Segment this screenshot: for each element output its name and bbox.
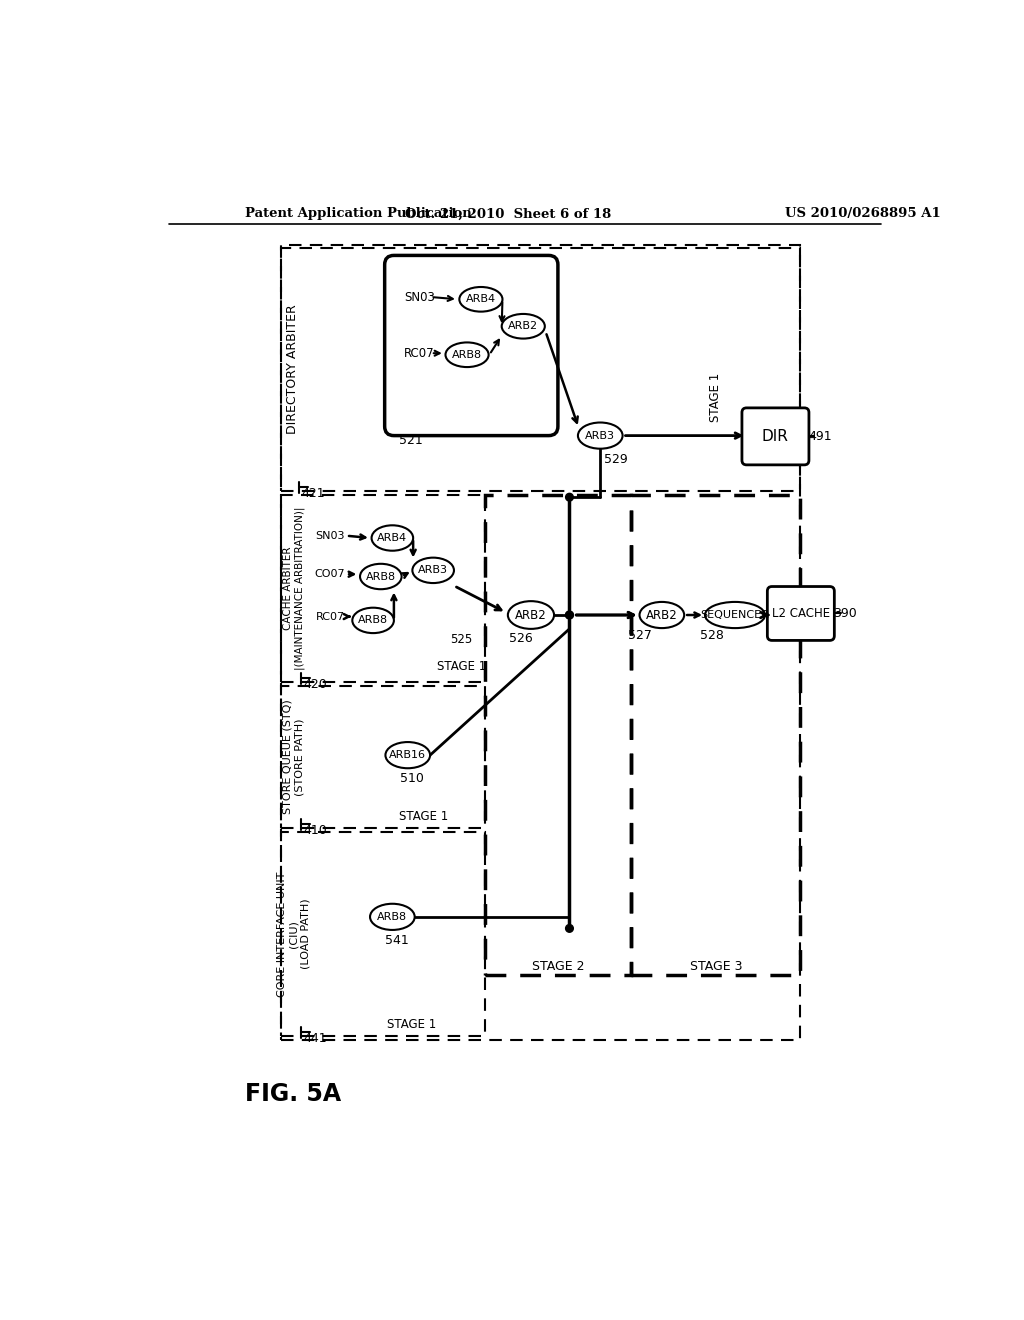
Ellipse shape (640, 602, 684, 628)
Text: ARB4: ARB4 (466, 294, 496, 305)
Text: 421: 421 (301, 487, 326, 500)
Text: ARB16: ARB16 (389, 750, 426, 760)
Bar (281, 832, 484, 1036)
Text: 510: 510 (400, 772, 424, 785)
Bar (484, 495, 631, 974)
Text: ARB8: ARB8 (358, 615, 388, 626)
Text: RC07: RC07 (403, 347, 434, 360)
Text: US 2010/0268895 A1: US 2010/0268895 A1 (785, 207, 941, 220)
Text: STAGE 1: STAGE 1 (387, 1018, 436, 1031)
Text: ARB3: ARB3 (418, 565, 449, 576)
Text: 390: 390 (834, 607, 857, 620)
Ellipse shape (705, 602, 765, 628)
Text: 410: 410 (303, 825, 327, 837)
Text: STAGE 1: STAGE 1 (398, 810, 447, 824)
Ellipse shape (508, 601, 554, 628)
Text: 441: 441 (303, 1032, 327, 1045)
Text: RC07: RC07 (315, 611, 345, 622)
Circle shape (565, 924, 573, 932)
Ellipse shape (385, 742, 430, 768)
Text: DIR: DIR (762, 429, 788, 444)
Text: FIG. 5A: FIG. 5A (245, 1082, 341, 1106)
Text: 420: 420 (303, 678, 327, 692)
Ellipse shape (460, 286, 503, 312)
Bar (281, 248, 801, 491)
Ellipse shape (578, 422, 623, 449)
Text: 526: 526 (509, 632, 534, 645)
Bar (281, 495, 484, 682)
Bar (281, 686, 484, 829)
Text: 491: 491 (808, 430, 831, 444)
Bar (281, 244, 801, 1040)
Text: STAGE 1: STAGE 1 (710, 372, 722, 421)
Text: 528: 528 (699, 628, 724, 642)
Ellipse shape (372, 525, 413, 550)
FancyBboxPatch shape (742, 408, 809, 465)
Circle shape (565, 611, 573, 619)
Text: SN03: SN03 (403, 290, 435, 304)
Text: ARB2: ARB2 (515, 609, 547, 622)
Text: ARB8: ARB8 (377, 912, 408, 921)
Ellipse shape (360, 564, 401, 589)
Text: 521: 521 (398, 434, 422, 447)
Ellipse shape (352, 607, 394, 634)
Text: ARB8: ARB8 (366, 572, 396, 582)
Text: CORE INTERFACE UNIT
(CIU)
(LOAD PATH): CORE INTERFACE UNIT (CIU) (LOAD PATH) (278, 871, 310, 997)
Text: 527: 527 (628, 628, 652, 642)
Circle shape (565, 611, 573, 619)
Text: ARB3: ARB3 (586, 430, 615, 441)
Text: 525: 525 (451, 634, 472, 647)
FancyBboxPatch shape (767, 586, 835, 640)
Bar (631, 495, 801, 974)
Text: 541: 541 (385, 933, 409, 946)
Text: Patent Application Publication: Patent Application Publication (245, 207, 471, 220)
Text: L2 CACHE: L2 CACHE (772, 607, 829, 620)
Text: Oct. 21, 2010  Sheet 6 of 18: Oct. 21, 2010 Sheet 6 of 18 (404, 207, 611, 220)
Text: SN03: SN03 (315, 531, 345, 541)
Text: ARB4: ARB4 (377, 533, 408, 543)
Text: DIRECTORY ARBITER: DIRECTORY ARBITER (286, 305, 299, 434)
Ellipse shape (370, 904, 415, 929)
Text: CACHE ARBITER
|(MAINTENANCE ARBITRATION)|: CACHE ARBITER |(MAINTENANCE ARBITRATION)… (283, 507, 305, 669)
Ellipse shape (413, 557, 454, 583)
Text: SEQUENCER: SEQUENCER (700, 610, 769, 620)
Ellipse shape (502, 314, 545, 339)
Text: ARB2: ARB2 (508, 321, 539, 331)
Text: 529: 529 (604, 453, 628, 466)
Circle shape (565, 494, 573, 502)
Text: STORE QUEUE (STQ)
(STORE PATH): STORE QUEUE (STQ) (STORE PATH) (283, 700, 304, 814)
Text: ARB2: ARB2 (646, 609, 678, 622)
Text: STAGE 1: STAGE 1 (437, 660, 486, 673)
FancyBboxPatch shape (385, 256, 558, 436)
Text: CO07: CO07 (314, 569, 345, 579)
Text: STAGE 3: STAGE 3 (689, 961, 742, 973)
Text: ARB8: ARB8 (452, 350, 482, 360)
Ellipse shape (445, 342, 488, 367)
Text: STAGE 2: STAGE 2 (531, 961, 584, 973)
